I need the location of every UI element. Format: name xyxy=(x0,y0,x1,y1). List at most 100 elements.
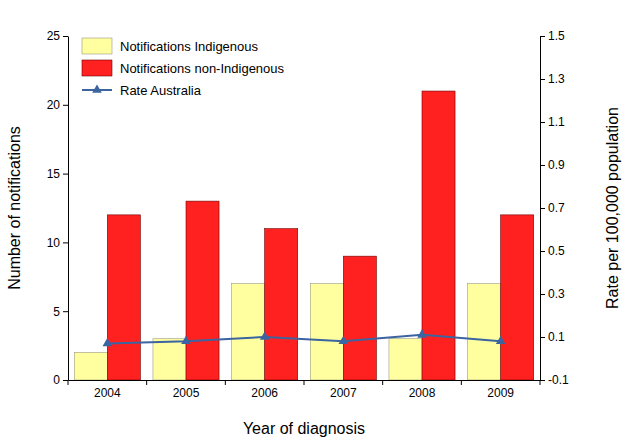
y2-tick: -0.1 xyxy=(540,373,569,387)
y2-axis-title: Rate per 100,000 population xyxy=(604,107,621,309)
legend-swatch xyxy=(82,38,112,54)
x-tick-label: 2005 xyxy=(173,386,200,400)
y2-tick-label: 0.5 xyxy=(548,244,565,258)
line-series xyxy=(103,329,506,346)
bar xyxy=(468,284,501,380)
marker xyxy=(181,336,191,344)
bar xyxy=(343,256,376,380)
y2-tick: 1.3 xyxy=(540,72,565,86)
category-separator xyxy=(68,380,69,385)
bar xyxy=(153,339,186,380)
y-tick-label: 25 xyxy=(47,29,61,43)
bar xyxy=(107,215,140,380)
legend-label: Rate Australia xyxy=(120,83,202,98)
y2-tick-label: 0.9 xyxy=(548,158,565,172)
legend: Notifications Indigenous Notifications no… xyxy=(82,38,285,98)
x-axis: 2004 2005 2006 2007 2008 2009 xyxy=(68,380,541,400)
bar-series xyxy=(107,91,533,380)
category-separator xyxy=(146,380,147,385)
x-tick-label: 2007 xyxy=(330,386,357,400)
x-tick: 2009 xyxy=(487,386,514,400)
y2-tick-mark xyxy=(540,251,545,252)
y-tick-mark xyxy=(63,36,68,37)
chart: 0 5 10 15 20 25 -0.1 0.1 0.3 0.5 0.7 0.9 1.1 1.3 1.5 20… xyxy=(0,0,632,446)
y-axis-title: Number of notifications xyxy=(6,126,23,290)
y2-tick: 0.9 xyxy=(540,158,565,172)
y2-tick: 0.5 xyxy=(540,244,565,258)
bar xyxy=(265,229,298,380)
category-separator xyxy=(461,380,462,385)
marks xyxy=(74,91,533,380)
category-separator xyxy=(225,380,226,385)
y2-tick: 1.5 xyxy=(540,29,565,43)
y2-tick-label: 1.1 xyxy=(548,115,565,129)
x-tick-label: 2009 xyxy=(487,386,514,400)
bar xyxy=(186,201,219,380)
y2-tick-mark xyxy=(540,337,545,338)
x-tick: 2007 xyxy=(330,386,357,400)
y-tick: 10 xyxy=(47,236,68,250)
y-tick: 5 xyxy=(53,305,68,319)
x-tick: 2008 xyxy=(409,386,436,400)
plot: 0 5 10 15 20 25 -0.1 0.1 0.3 0.5 0.7 0.9 1.1 1.3 1.5 20… xyxy=(47,29,569,399)
y-tick: 15 xyxy=(47,167,68,181)
y2-tick-label: 1.3 xyxy=(548,72,565,86)
marker xyxy=(339,336,349,344)
y2-tick-label: -0.1 xyxy=(548,373,569,387)
y2-tick-mark xyxy=(540,79,545,80)
y2-tick: 0.7 xyxy=(540,201,565,215)
y2-tick: 0.3 xyxy=(540,287,565,301)
y2-tick: 1.1 xyxy=(540,115,565,129)
legend-label: Notifications Indigenous xyxy=(120,39,259,54)
legend-marker xyxy=(92,84,102,92)
y-axis: 0 5 10 15 20 25 xyxy=(47,29,69,387)
y-tick-label: 15 xyxy=(47,167,61,181)
marker xyxy=(417,329,427,337)
y2-axis: -0.1 0.1 0.3 0.5 0.7 0.9 1.1 1.3 1.5 xyxy=(540,29,569,387)
y-tick-label: 0 xyxy=(53,373,60,387)
y2-tick-label: 0.3 xyxy=(548,287,565,301)
x-tick-label: 2008 xyxy=(409,386,436,400)
bar xyxy=(232,284,265,380)
y-tick: 25 xyxy=(47,29,68,43)
y2-tick-mark xyxy=(540,380,545,381)
category-separator xyxy=(540,380,541,385)
y2-tick-label: 1.5 xyxy=(548,29,565,43)
category-separator xyxy=(304,380,305,385)
y2-tick: 0.1 xyxy=(540,330,565,344)
y2-tick-mark xyxy=(540,165,545,166)
y-tick-label: 10 xyxy=(47,236,61,250)
y-tick: 20 xyxy=(47,98,68,112)
x-tick: 2006 xyxy=(251,386,278,400)
y-tick-mark xyxy=(63,174,68,175)
bar xyxy=(310,284,343,380)
bar xyxy=(74,352,107,380)
x-tick: 2004 xyxy=(94,386,121,400)
legend-item: Notifications Indigenous xyxy=(82,38,259,54)
legend-swatch xyxy=(82,60,112,76)
bar xyxy=(501,215,534,380)
y2-tick-mark xyxy=(540,36,545,37)
category-separator xyxy=(382,380,383,385)
y2-tick-label: 0.7 xyxy=(548,201,565,215)
y-tick-mark xyxy=(63,105,68,106)
y-tick-label: 5 xyxy=(53,305,60,319)
y-tick-mark xyxy=(63,311,68,312)
y-tick-mark xyxy=(63,242,68,243)
legend-label: Notifications non-Indigenous xyxy=(120,61,285,76)
y-axis-line xyxy=(68,37,69,381)
y2-tick-mark xyxy=(540,122,545,123)
marker xyxy=(103,338,113,346)
legend-item: Notifications non-Indigenous xyxy=(82,60,285,76)
y2-tick-label: 0.1 xyxy=(548,330,565,344)
x-tick-label: 2006 xyxy=(251,386,278,400)
y2-tick-mark xyxy=(540,208,545,209)
y-tick-mark xyxy=(63,380,68,381)
x-tick-label: 2004 xyxy=(94,386,121,400)
y2-tick-mark xyxy=(540,294,545,295)
marker xyxy=(260,331,270,339)
y-tick: 0 xyxy=(53,373,68,387)
x-axis-title: Year of diagnosis xyxy=(243,420,365,437)
x-tick: 2005 xyxy=(173,386,200,400)
line xyxy=(107,335,500,344)
